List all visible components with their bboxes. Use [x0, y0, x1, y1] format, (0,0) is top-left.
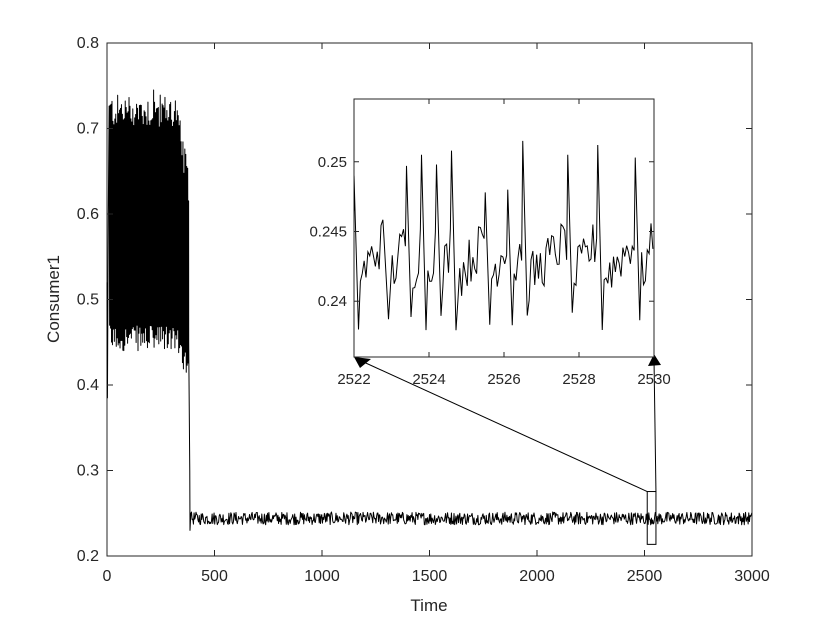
main-series-line: [106, 89, 753, 531]
inset-y-ticks: 0.24 0.245 0.25: [309, 154, 654, 310]
inset-axes: 2522 2524 2526 2528 2530 0.24 0.245 0.25: [309, 98, 671, 388]
inset-x-tick-label: 2522: [337, 371, 370, 388]
inset-plot-frame: [353, 98, 655, 358]
x-tick-label: 1500: [412, 568, 448, 585]
y-tick-label: 0.5: [77, 292, 99, 309]
inset-x-ticks: 2522 2524 2526 2528 2530: [337, 99, 671, 388]
main-trace-path: [106, 89, 753, 531]
inset-x-tick-label: 2524: [412, 371, 445, 388]
main-x-ticks: 0 500 1000 1500 2000 2500 3000: [103, 43, 770, 585]
y-tick-label: 0.3: [77, 463, 99, 480]
inset-x-tick-label: 2526: [487, 371, 520, 388]
x-tick-label: 2500: [627, 568, 663, 585]
y-tick-label: 0.8: [77, 35, 99, 52]
inset-series-line: [354, 140, 654, 331]
y-tick-label: 0.2: [77, 548, 99, 565]
inset-y-tick-label: 0.245: [309, 223, 347, 240]
zoom-connector-right: [653, 358, 657, 492]
y-tick-label: 0.4: [77, 377, 99, 394]
x-axis-label: Time: [410, 596, 447, 615]
y-tick-label: 0.7: [77, 121, 99, 138]
inset-x-tick-label: 2530: [637, 371, 670, 388]
arrowhead-right-icon: [648, 354, 661, 366]
x-tick-label: 500: [201, 568, 228, 585]
arrowhead-left-icon: [354, 357, 371, 368]
zoom-box: [646, 491, 657, 545]
inset-trace-path: [354, 140, 654, 331]
zoom-connector-left: [356, 358, 648, 492]
x-tick-label: 0: [103, 568, 112, 585]
inset-x-tick-label: 2528: [562, 371, 595, 388]
inset-y-tick-label: 0.24: [318, 293, 347, 310]
y-tick-label: 0.6: [77, 206, 99, 223]
main-y-ticks: 0.2 0.3 0.4 0.5 0.6 0.7 0.8: [77, 35, 752, 565]
inset-y-tick-label: 0.25: [318, 154, 347, 171]
x-tick-label: 1000: [304, 568, 340, 585]
x-tick-label: 2000: [519, 568, 555, 585]
zoom-indicator: [354, 354, 661, 545]
y-axis-label: Consumer1: [44, 255, 63, 343]
x-tick-label: 3000: [734, 568, 770, 585]
